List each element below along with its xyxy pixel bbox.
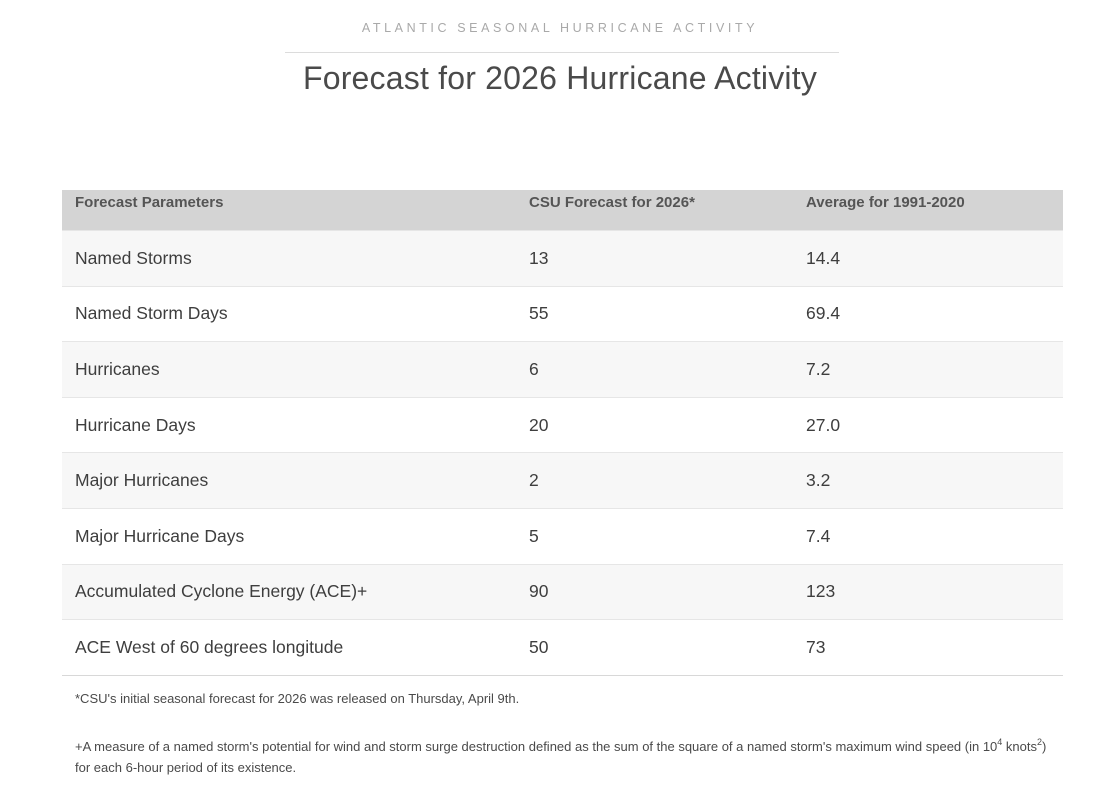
table-row: Major Hurricane Days 5 7.4 [62, 508, 1063, 565]
parameter-cell: Accumulated Cyclone Energy (ACE)+ [75, 581, 368, 602]
section-eyebrow: ATLANTIC SEASONAL HURRICANE ACTIVITY [361, 21, 759, 35]
forecast-cell: 20 [529, 414, 549, 435]
ace-definition-footnote: +A measure of a named storm's potential … [75, 736, 1055, 778]
column-header-average: Average for 1991-2020 [806, 194, 965, 211]
parameter-cell: ACE West of 60 degrees longitude [75, 636, 344, 657]
average-cell: 3.2 [806, 470, 831, 491]
forecast-cell: 5 [529, 525, 539, 546]
parameter-cell: Major Hurricane Days [75, 525, 245, 546]
table-row: Named Storm Days 55 69.4 [62, 286, 1063, 342]
ace-footnote-text: +A measure of a named storm's potential … [75, 739, 998, 754]
average-cell: 69.4 [806, 303, 841, 324]
parameter-cell: Hurricanes [75, 358, 160, 379]
forecast-cell: 55 [529, 303, 549, 324]
column-header-parameters: Forecast Parameters [75, 194, 224, 211]
forecast-cell: 13 [529, 247, 549, 268]
average-cell: 123 [806, 581, 836, 602]
release-footnote: *CSU's initial seasonal forecast for 202… [75, 691, 520, 706]
table-row: Major Hurricanes 2 3.2 [62, 452, 1063, 509]
parameter-cell: Hurricane Days [75, 414, 196, 435]
forecast-cell: 90 [529, 581, 549, 602]
forecast-cell: 2 [529, 470, 539, 491]
parameter-cell: Major Hurricanes [75, 470, 209, 491]
forecast-table-container: Forecast Parameters CSU Forecast for 202… [62, 190, 1063, 676]
table-header-row: Forecast Parameters CSU Forecast for 202… [62, 190, 1063, 231]
ace-footnote-unit: knots [1002, 739, 1037, 754]
forecast-table: Forecast Parameters CSU Forecast for 202… [62, 190, 1063, 676]
ace-footnote-unit-exponent: 2 [1037, 737, 1043, 747]
average-cell: 27.0 [806, 414, 841, 435]
forecast-cell: 6 [529, 358, 539, 379]
parameter-cell: Named Storms [75, 247, 192, 268]
header-divider [285, 52, 839, 53]
table-row: ACE West of 60 degrees longitude 50 73 [62, 619, 1063, 676]
column-header-forecast: CSU Forecast for 2026* [529, 194, 695, 211]
ace-footnote-tail: ) for each 6-hour period of its existenc… [75, 739, 1047, 775]
ace-footnote-exponent: 4 [997, 737, 1003, 747]
average-cell: 7.2 [806, 358, 831, 379]
table-row: Hurricanes 6 7.2 [62, 341, 1063, 398]
table-row: Accumulated Cyclone Energy (ACE)+ 90 123 [62, 564, 1063, 620]
table-row: Hurricane Days 20 27.0 [62, 397, 1063, 453]
parameter-cell: Named Storm Days [75, 303, 228, 324]
table-row: Named Storms 13 14.4 [62, 230, 1063, 287]
average-cell: 73 [806, 636, 826, 657]
page-title: Forecast for 2026 Hurricane Activity [302, 60, 818, 96]
forecast-cell: 50 [529, 636, 549, 657]
average-cell: 14.4 [806, 247, 841, 268]
average-cell: 7.4 [806, 525, 831, 546]
